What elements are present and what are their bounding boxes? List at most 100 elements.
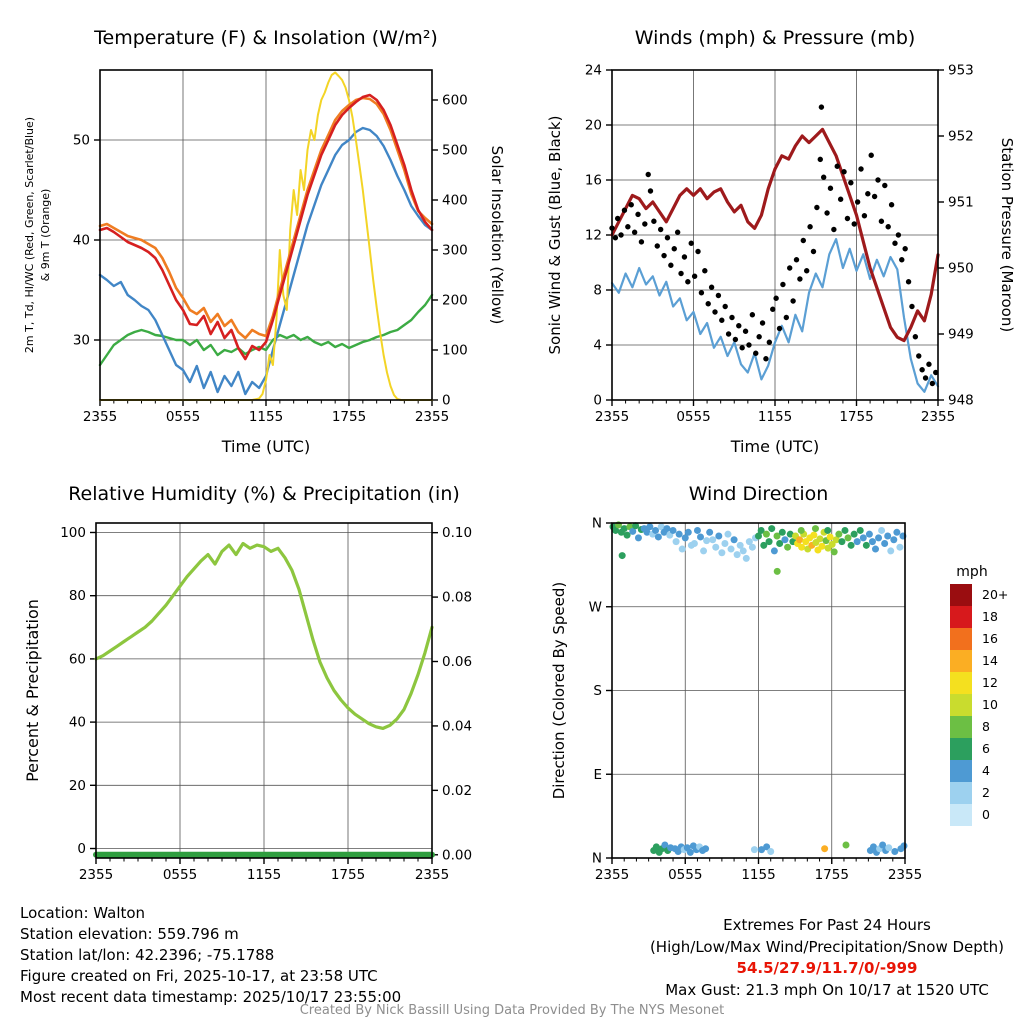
y-tick-label: 0.10 <box>442 525 472 541</box>
y-tick-label: 0.06 <box>442 654 472 670</box>
data-timestamp-line: Most recent data timestamp: 2025/10/17 2… <box>20 988 402 1006</box>
series-relative-humidity <box>94 541 434 731</box>
left-axis-label: Direction (Colored By Speed) <box>550 582 568 800</box>
y-tick-label: 80 <box>69 588 86 604</box>
colorbar-label: 20+ <box>982 587 1008 602</box>
colorbar-label: 0 <box>982 807 990 822</box>
y-tick-label: 8 <box>593 283 602 299</box>
y-tick-label: 949 <box>948 327 974 343</box>
x-tick-label: 2355 <box>415 409 449 425</box>
y-tick-label: 100 <box>60 525 86 541</box>
x-tick-label: 2355 <box>415 867 449 883</box>
max-gust-line: Max Gust: 21.3 mph On 10/17 at 1520 UTC <box>665 980 989 999</box>
x-axis-label: Time (UTC) <box>221 437 310 456</box>
left-axis-label: Sonic Wind & Gust (Blue, Black) <box>546 116 564 355</box>
x-tick-label: 1155 <box>741 867 775 883</box>
y-tick-label: 0.08 <box>442 590 472 606</box>
station-info-block: Location: Walton Station elevation: 559.… <box>20 903 401 1008</box>
y-tick-label: 0.02 <box>442 783 472 799</box>
y-tick-label: E <box>593 767 602 783</box>
extremes-values: 54.5/27.9/11.7/0/-999 <box>736 959 918 977</box>
y-tick-label: 200 <box>442 293 468 309</box>
series-dewpoint-2m <box>98 293 434 367</box>
y-tick-label: 0.00 <box>442 847 472 863</box>
y-tick-label: 60 <box>69 651 86 667</box>
chart-wind: 2355 0555 1155 1755 235504812162024948949950… <box>546 27 1016 456</box>
colorbar-swatch <box>950 716 972 738</box>
x-tick-label: 1155 <box>758 409 792 425</box>
x-tick-label: 1755 <box>815 867 849 883</box>
x-tick-label: 0555 <box>668 867 702 883</box>
y-tick-label: W <box>589 599 602 615</box>
y-tick-label: 30 <box>73 333 90 349</box>
series-temp-9m <box>98 96 434 340</box>
right-axis-label: Solar Insolation (Yellow) <box>488 146 506 325</box>
series-gusts <box>609 104 939 387</box>
left-axis-label: Percent & Precipitation <box>23 599 42 782</box>
y-tick-label: 400 <box>442 193 468 209</box>
x-tick-label: 2355 <box>595 867 629 883</box>
y-tick-label: 0 <box>77 841 86 857</box>
y-tick-label: 24 <box>585 63 602 79</box>
colorbar-label: 2 <box>982 785 990 800</box>
x-axis-label: Time (UTC) <box>730 437 819 456</box>
x-tick-label: 0555 <box>166 409 200 425</box>
y-tick-label: 600 <box>442 93 468 109</box>
y-tick-label: 50 <box>73 133 90 149</box>
y-tick-label: 0 <box>442 393 451 409</box>
x-tick-label: 1755 <box>331 867 365 883</box>
y-tick-label: 952 <box>948 129 974 145</box>
chart-title: Temperature (F) & Insolation (W/m²) <box>93 27 438 49</box>
x-tick-label: 2355 <box>595 409 629 425</box>
chart-rh: 2355 0555 1155 1755 2355 0 20 40 60 80 100 0.00 0.02… <box>23 483 472 883</box>
x-tick-label: 2355 <box>888 867 922 883</box>
y-tick-label: 4 <box>593 338 602 354</box>
colorbar-label: 14 <box>982 653 998 668</box>
station-elevation: Station elevation: 559.796 m <box>20 925 239 943</box>
colorbar-swatch <box>950 628 972 650</box>
y-tick-label: 0 <box>593 393 602 409</box>
colorbar-title: mph <box>956 564 987 580</box>
colorbar-label: 16 <box>982 631 998 646</box>
colorbar-swatch <box>950 804 972 826</box>
colorbar-swatch <box>950 760 972 782</box>
y-tick-label: 20 <box>69 778 86 794</box>
y-tick-label: 40 <box>69 715 86 731</box>
chart-title: Wind Direction <box>689 483 829 505</box>
y-tick-label: 100 <box>442 343 468 359</box>
series-pressure <box>610 127 940 343</box>
left-axis-label: 2m T, Td, HI/WC (Red, Green, Scarlet/Blu… <box>23 117 36 353</box>
left-axis-label: & 9m T (Orange) <box>39 189 52 282</box>
colorbar-swatch <box>950 584 972 606</box>
colorbar-swatch <box>950 650 972 672</box>
y-tick-label: S <box>593 683 602 699</box>
series-sonic-wind <box>610 238 940 393</box>
colorbar-swatch <box>950 782 972 804</box>
x-tick-label: 0555 <box>163 867 197 883</box>
y-tick-label: 953 <box>948 63 974 79</box>
colorbar-swatch <box>950 738 972 760</box>
figure-created-line: Figure created on Fri, 2025-10-17, at 23… <box>20 967 378 985</box>
colorbar-swatch <box>950 672 972 694</box>
y-tick-label: 948 <box>948 393 974 409</box>
credit-footer: Created By Nick Bassill Using Data Provi… <box>299 1003 725 1018</box>
colorbar-label: 10 <box>982 697 998 712</box>
x-tick-label: 2355 <box>79 867 113 883</box>
station-location: Location: Walton <box>20 904 146 922</box>
extremes-title: Extremes For Past 24 Hours <box>723 916 931 934</box>
chart-temp: 2355 0555 1155 1755 235530405001002003004005… <box>23 27 506 456</box>
y-tick-label: 20 <box>585 118 602 134</box>
colorbar-label: 18 <box>982 609 998 624</box>
x-tick-label: 1155 <box>249 409 283 425</box>
series-temp-2m <box>98 93 434 361</box>
station-latlon: Station lat/lon: 42.2396; -75.1788 <box>20 946 275 964</box>
y-tick-label: 40 <box>73 233 90 249</box>
chart-title: Winds (mph) & Pressure (mb) <box>635 27 916 49</box>
y-tick-label: 16 <box>585 173 602 189</box>
colorbar-label: 4 <box>982 763 990 778</box>
colorbar-label: 6 <box>982 741 990 756</box>
y-tick-label: 12 <box>585 228 602 244</box>
